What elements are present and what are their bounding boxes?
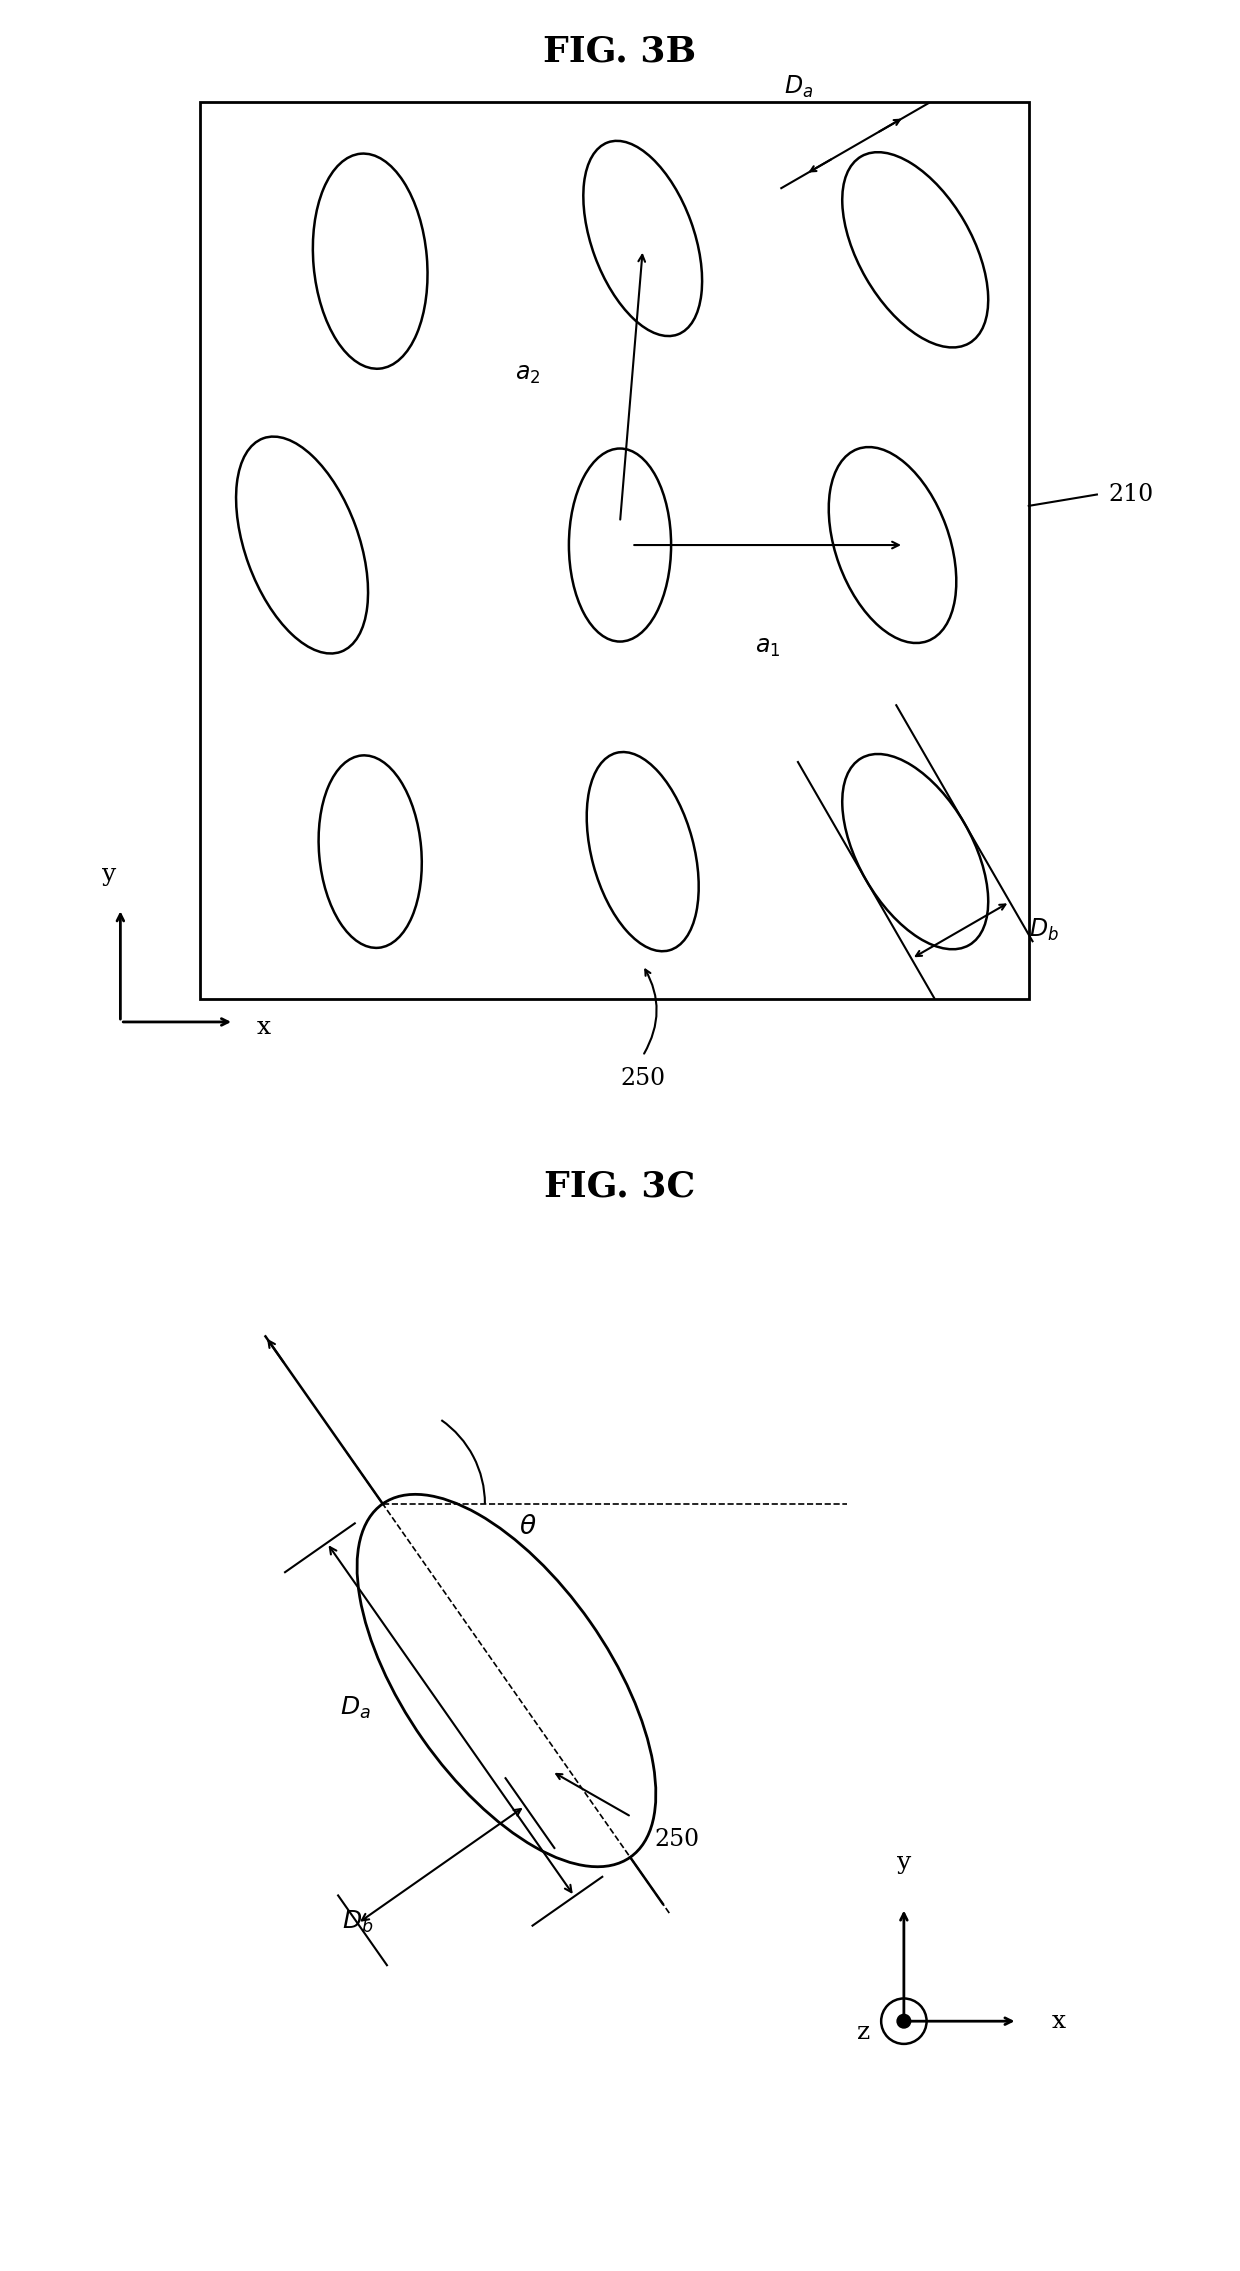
Text: y: y bbox=[897, 1851, 911, 1874]
Ellipse shape bbox=[583, 141, 702, 336]
Text: $\theta$: $\theta$ bbox=[520, 1515, 537, 1540]
Ellipse shape bbox=[828, 447, 956, 643]
Text: FIG. 3B: FIG. 3B bbox=[543, 34, 697, 68]
Text: 210: 210 bbox=[1109, 484, 1153, 506]
Text: x: x bbox=[1052, 2010, 1065, 2033]
Text: z: z bbox=[857, 2021, 869, 2044]
Ellipse shape bbox=[357, 1494, 656, 1867]
Text: $D_b$: $D_b$ bbox=[342, 1908, 373, 1935]
Text: $D_a$: $D_a$ bbox=[340, 1694, 371, 1721]
Ellipse shape bbox=[312, 154, 428, 368]
Ellipse shape bbox=[587, 752, 698, 952]
Ellipse shape bbox=[319, 756, 422, 947]
Ellipse shape bbox=[842, 152, 988, 347]
Bar bbox=[200, 102, 1029, 999]
Text: $a_1$: $a_1$ bbox=[755, 636, 780, 659]
Ellipse shape bbox=[842, 754, 988, 949]
Text: x: x bbox=[257, 1015, 270, 1040]
Text: $D_b$: $D_b$ bbox=[1029, 917, 1059, 942]
Text: FIG. 3C: FIG. 3C bbox=[544, 1170, 696, 1204]
Text: y: y bbox=[102, 863, 117, 886]
Text: 250: 250 bbox=[653, 1828, 699, 1851]
Text: $D_a$: $D_a$ bbox=[784, 75, 813, 100]
Text: $a_2$: $a_2$ bbox=[515, 363, 541, 386]
Circle shape bbox=[897, 2014, 910, 2028]
Ellipse shape bbox=[569, 450, 671, 640]
Text: 250: 250 bbox=[620, 1067, 666, 1090]
Ellipse shape bbox=[236, 436, 368, 654]
